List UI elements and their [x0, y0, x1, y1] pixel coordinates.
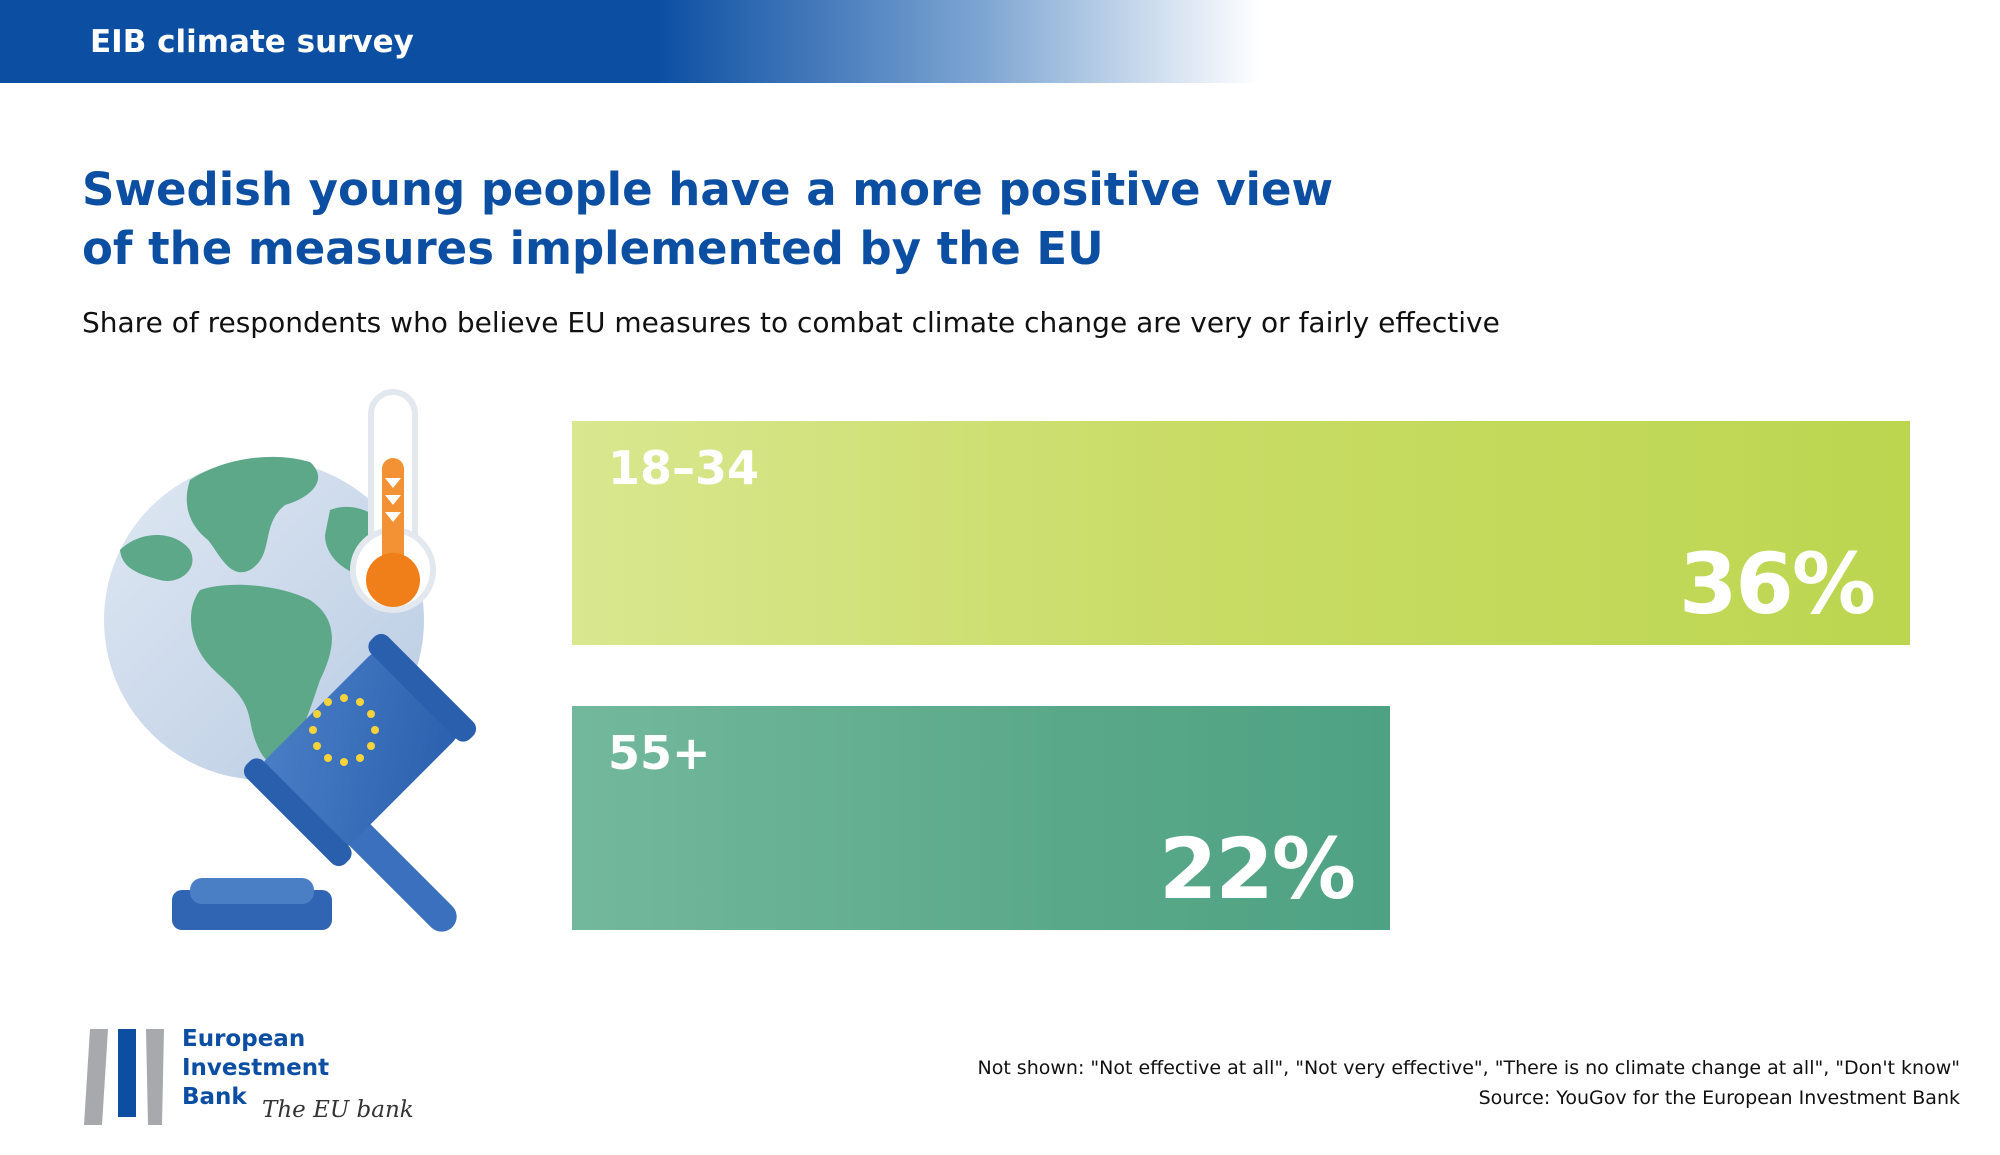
footnote: Not shown: "Not effective at all", "Not …	[977, 1053, 1960, 1113]
bar-55-plus: 55+ 22%	[572, 706, 1390, 930]
thermometer-icon	[350, 389, 436, 613]
eib-logo-text: European Investment Bank	[182, 1025, 329, 1112]
bar-value-18-34: 36%	[1678, 535, 1876, 633]
chart-title-line-2: of the measures implemented by the EU	[82, 222, 1104, 275]
logo-line-2: Investment	[182, 1055, 330, 1081]
bar-label-55-plus: 55+	[608, 726, 711, 780]
chart-subtitle: Share of respondents who believe EU meas…	[82, 306, 1500, 339]
logo-tagline: The EU bank	[262, 1097, 414, 1123]
eu-gavel-icon	[172, 633, 477, 932]
header-title: EIB climate survey	[90, 24, 414, 60]
logo-line-3: Bank	[182, 1084, 247, 1110]
chart-title-line-1: Swedish young people have a more positiv…	[82, 163, 1334, 216]
climate-illustration	[104, 389, 477, 932]
bar-18-34: 18–34 36%	[572, 421, 1910, 645]
footnote-not-shown: Not shown: "Not effective at all", "Not …	[977, 1057, 1960, 1079]
eib-logo: European Investment Bank The EU bank	[82, 1025, 422, 1145]
bar-label-18-34: 18–34	[608, 441, 760, 495]
eu-stars-icon	[309, 694, 379, 766]
header-bar: EIB climate survey	[0, 0, 1260, 83]
eib-logo-icon	[84, 1029, 164, 1125]
bar-value-55-plus: 22%	[1158, 820, 1356, 918]
chart-title: Swedish young people have a more positiv…	[82, 160, 1482, 278]
logo-line-1: European	[182, 1026, 306, 1052]
footnote-source: Source: YouGov for the European Investme…	[1478, 1087, 1960, 1109]
